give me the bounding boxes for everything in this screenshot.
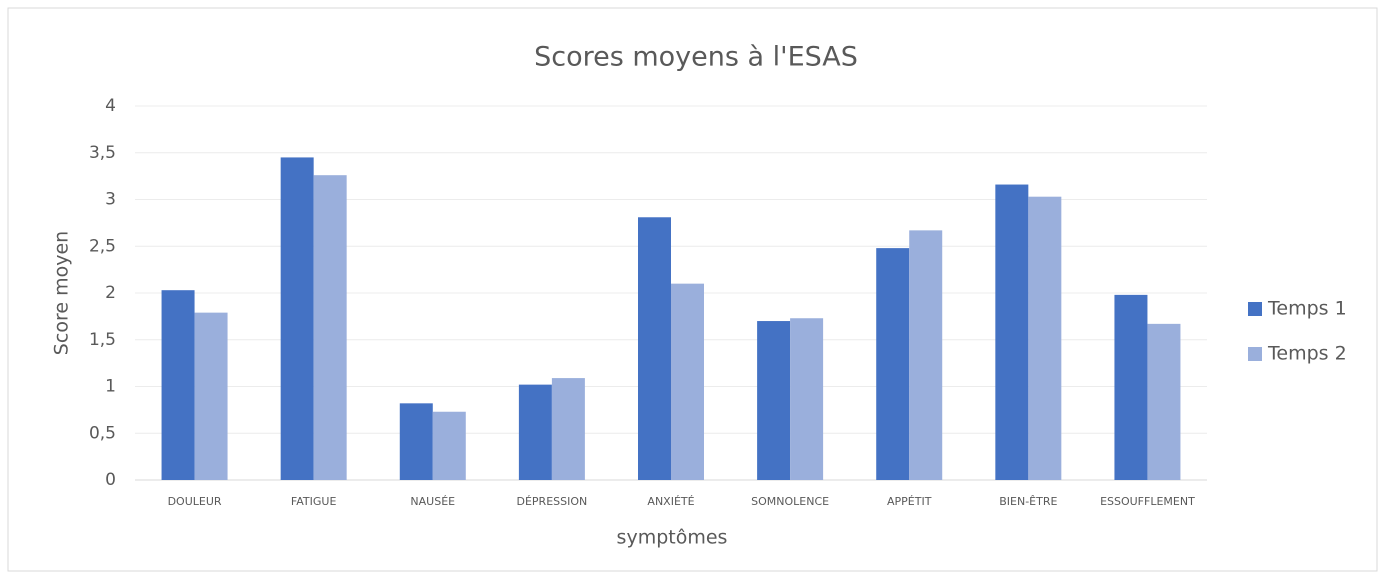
y-tick-label: 1 (105, 377, 116, 397)
y-tick-label: 4 (105, 96, 116, 116)
y-tick-label: 3 (105, 190, 116, 210)
bar (671, 283, 704, 480)
bar (1028, 196, 1062, 480)
y-axis-title: Score moyen (51, 231, 73, 355)
y-tick-label: 2 (105, 283, 116, 303)
bar (1114, 294, 1148, 480)
x-tick-label: DÉPRESSION (517, 495, 588, 508)
bar (432, 411, 466, 480)
bar (909, 230, 943, 480)
x-tick-label: SOMNOLENCE (751, 495, 829, 508)
legend-label: Temps 2 (1267, 343, 1347, 365)
bar (790, 318, 824, 480)
x-tick-label: BIEN-ÊTRE (999, 495, 1057, 508)
y-tick-label: 2,5 (89, 236, 116, 256)
bar (399, 403, 433, 480)
y-tick-label: 0,5 (89, 423, 116, 443)
x-tick-label: ESSOUFFLEMENT (1100, 495, 1195, 508)
bar (876, 248, 910, 480)
y-tick-label: 1,5 (89, 330, 116, 350)
bar (518, 384, 552, 480)
x-tick-label: FATIGUE (291, 495, 337, 508)
bar (1147, 323, 1181, 480)
x-tick-label: NAUSÉE (410, 495, 455, 508)
x-tick-label: APPÉTIT (887, 495, 932, 508)
bar (161, 290, 195, 480)
bar (757, 321, 791, 480)
bar (551, 378, 585, 480)
bar (995, 184, 1029, 481)
x-tick-label: DOULEUR (168, 495, 222, 508)
y-tick-label: 0 (105, 470, 116, 490)
legend-label: Temps 1 (1267, 298, 1347, 320)
bar (638, 217, 671, 480)
y-tick-label: 3,5 (89, 143, 116, 163)
x-tick-label: ANXIÉTÉ (647, 495, 694, 508)
bar (313, 175, 347, 480)
legend-swatch (1248, 347, 1262, 361)
chart-title: Scores moyens à l'ESAS (534, 42, 858, 73)
bar (280, 157, 314, 481)
legend-swatch (1248, 302, 1262, 316)
x-axis-title: symptômes (617, 527, 728, 549)
bar (194, 312, 228, 480)
